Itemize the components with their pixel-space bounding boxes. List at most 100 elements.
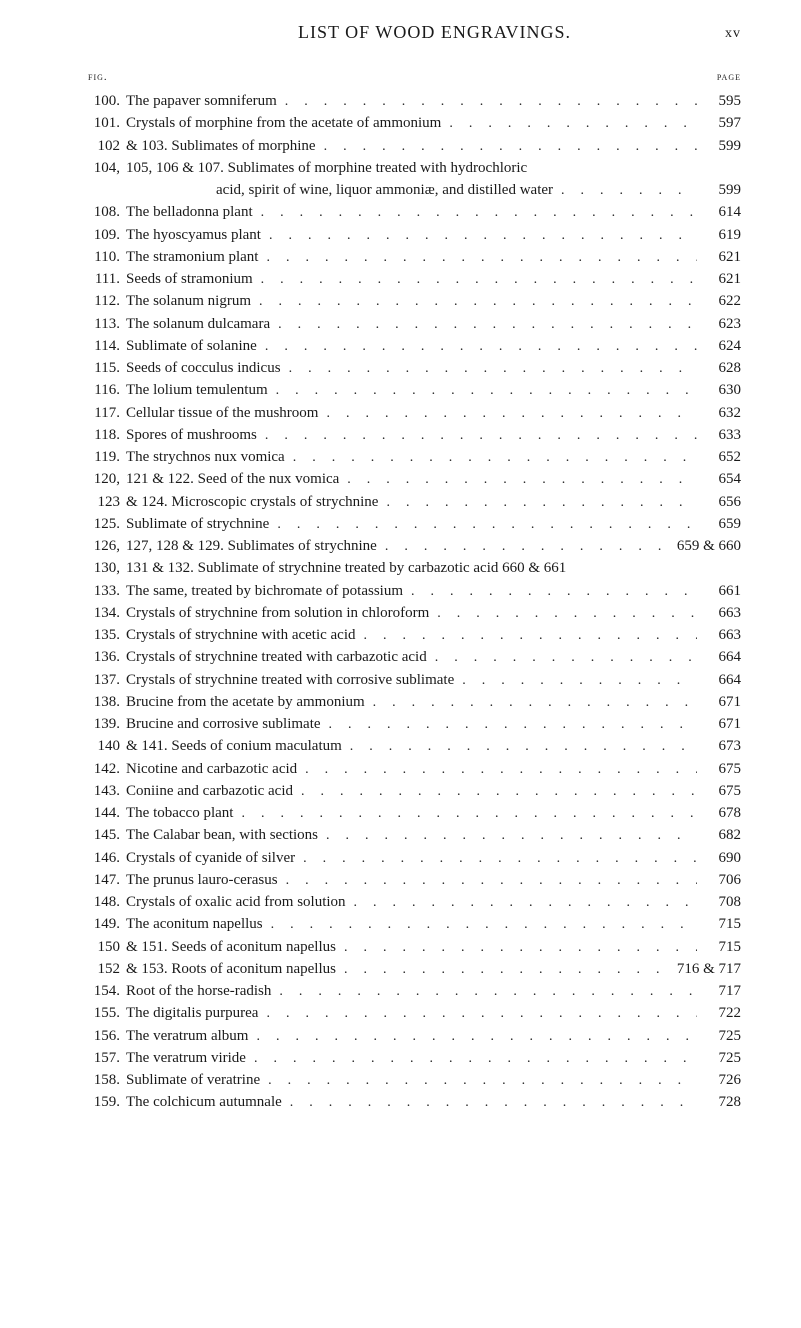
page-reference: 656 bbox=[703, 492, 741, 514]
leader-dots: .............................. bbox=[266, 248, 697, 268]
fig-number: 148. bbox=[88, 892, 120, 914]
leader-dots: .............................. bbox=[259, 292, 697, 312]
fig-number: 102 bbox=[88, 136, 120, 158]
page-reference: 628 bbox=[703, 358, 741, 380]
entry-row: 148. Crystals of oxalic acid from solutio… bbox=[88, 892, 741, 914]
page-reference: 659 & 660 bbox=[677, 536, 741, 558]
page-reference: 595 bbox=[703, 91, 741, 113]
fig-number: 109. bbox=[88, 225, 120, 247]
leader-dots: .............................. bbox=[269, 226, 697, 246]
entry-row: 156.The veratrum album..................… bbox=[88, 1026, 741, 1048]
fig-number: 134. bbox=[88, 603, 120, 625]
page-reference: 717 bbox=[703, 981, 741, 1003]
fig-number: 138. bbox=[88, 692, 120, 714]
fig-number: 115. bbox=[88, 358, 120, 380]
page-reference: 716 & 717 bbox=[677, 959, 741, 981]
leader-dots: .............................. bbox=[254, 1049, 697, 1069]
leader-dots: .............................. bbox=[386, 493, 697, 513]
leader-dots: .............................. bbox=[290, 1093, 697, 1113]
leader-dots: .............................. bbox=[265, 426, 697, 446]
fig-number: 152 bbox=[88, 959, 120, 981]
entry-text: The digitalis purpurea bbox=[126, 1003, 258, 1025]
leader-dots: .............................. bbox=[293, 448, 697, 468]
fig-number: 110. bbox=[88, 247, 120, 269]
leader-dots: .............................. bbox=[278, 315, 697, 335]
leader-dots: .............................. bbox=[437, 604, 697, 624]
fig-number: 142. bbox=[88, 759, 120, 781]
entry-text: Crystals of strychnine with acetic acid bbox=[126, 625, 356, 647]
entry-text: Crystals of oxalic acid from solution bbox=[126, 892, 346, 914]
leader-dots: .............................. bbox=[285, 92, 697, 112]
leader-dots: .............................. bbox=[354, 893, 697, 913]
leader-dots: .............................. bbox=[303, 849, 697, 869]
entry-row: 119.The strychnos nux vomica............… bbox=[88, 447, 741, 469]
entry-row: 101.Crystals of morphine from the acetat… bbox=[88, 113, 741, 135]
entry-text: The hyoscyamus plant bbox=[126, 225, 261, 247]
entry-row: 102& 103. Sublimates of morphine........… bbox=[88, 136, 741, 158]
fig-number: 130, bbox=[88, 558, 120, 580]
page-reference: 661 bbox=[703, 581, 741, 603]
entry-text: Crystals of morphine from the acetate of… bbox=[126, 113, 441, 135]
page-reference: 715 bbox=[703, 914, 741, 936]
entry-text: The papaver somniferum bbox=[126, 91, 277, 113]
leader-dots: .............................. bbox=[266, 1004, 697, 1024]
page-reference: 678 bbox=[703, 803, 741, 825]
entry-row: 126,127, 128 & 129. Sublimates of strych… bbox=[88, 536, 741, 558]
leader-dots: .............................. bbox=[435, 648, 697, 668]
entry-row: 111.Seeds of stramonium.................… bbox=[88, 269, 741, 291]
page-reference: 663 bbox=[703, 603, 741, 625]
fig-number: 125. bbox=[88, 514, 120, 536]
entry-row: 117.Cellular tissue of the mushroom.....… bbox=[88, 403, 741, 425]
fig-number: 111. bbox=[88, 269, 120, 291]
entry-text: 105, 106 & 107. Sublimates of morphine t… bbox=[126, 158, 527, 180]
fig-number: 113. bbox=[88, 314, 120, 336]
entry-row: 104,105, 106 & 107. Sublimates of morphi… bbox=[88, 158, 741, 180]
entry-text: The stramonium plant bbox=[126, 247, 258, 269]
page-title: LIST OF WOOD ENGRAVINGS. bbox=[88, 22, 741, 43]
entry-row: 136.Crystals of strychnine treated with … bbox=[88, 647, 741, 669]
header-fig: fig. bbox=[88, 71, 108, 83]
page-reference: 624 bbox=[703, 336, 741, 358]
entry-text: Cellular tissue of the mushroom bbox=[126, 403, 318, 425]
entry-row: 120,121 & 122. Seed of the nux vomica...… bbox=[88, 469, 741, 491]
entry-row: 137.Crystals of strychnine treated with … bbox=[88, 670, 741, 692]
page-reference: 623 bbox=[703, 314, 741, 336]
entry-row: 116.The lolium temulentum...............… bbox=[88, 380, 741, 402]
entry-text: The veratrum viride bbox=[126, 1048, 246, 1070]
leader-dots: .............................. bbox=[268, 1071, 697, 1091]
leader-dots: .............................. bbox=[347, 470, 697, 490]
entry-row: 144.The tobacco plant...................… bbox=[88, 803, 741, 825]
page-reference: 722 bbox=[703, 1003, 741, 1025]
leader-dots: .............................. bbox=[561, 181, 697, 201]
page-reference: 715 bbox=[703, 937, 741, 959]
entry-row: 145.The Calabar bean, with sections.....… bbox=[88, 825, 741, 847]
leader-dots: .............................. bbox=[261, 270, 697, 290]
page-reference: 621 bbox=[703, 247, 741, 269]
entry-row: 134.Crystals of strychnine from solution… bbox=[88, 603, 741, 625]
entry-row: 157.The veratrum viride.................… bbox=[88, 1048, 741, 1070]
fig-number: 147. bbox=[88, 870, 120, 892]
page-reference: 654 bbox=[703, 469, 741, 491]
entry-text: acid, spirit of wine, liquor ammoniæ, an… bbox=[126, 180, 553, 202]
entry-text: Sublimate of solanine bbox=[126, 336, 257, 358]
leader-dots: .............................. bbox=[411, 582, 697, 602]
leader-dots: .............................. bbox=[373, 693, 697, 713]
leader-dots: .............................. bbox=[326, 404, 697, 424]
page-reference: 706 bbox=[703, 870, 741, 892]
entry-row: 154.Root of the horse-radish............… bbox=[88, 981, 741, 1003]
fig-number: 135. bbox=[88, 625, 120, 647]
leader-dots: .............................. bbox=[289, 359, 697, 379]
entry-text: Sublimate of strychnine bbox=[126, 514, 269, 536]
leader-dots: .............................. bbox=[324, 137, 697, 157]
entry-row: 100.The papaver somniferum..............… bbox=[88, 91, 741, 113]
entry-text: 131 & 132. Sublimate of strychnine treat… bbox=[126, 558, 566, 580]
entry-text: & 124. Microscopic crystals of strychnin… bbox=[126, 492, 378, 514]
fig-number: 144. bbox=[88, 803, 120, 825]
fig-number: 145. bbox=[88, 825, 120, 847]
entry-row: 138.Brucine from the acetate by ammonium… bbox=[88, 692, 741, 714]
leader-dots: .............................. bbox=[305, 760, 697, 780]
entry-row: 130, 131 & 132. Sublimate of strychnine t… bbox=[88, 558, 741, 580]
fig-number: 155. bbox=[88, 1003, 120, 1025]
fig-number: 112. bbox=[88, 291, 120, 313]
page-reference: 708 bbox=[703, 892, 741, 914]
